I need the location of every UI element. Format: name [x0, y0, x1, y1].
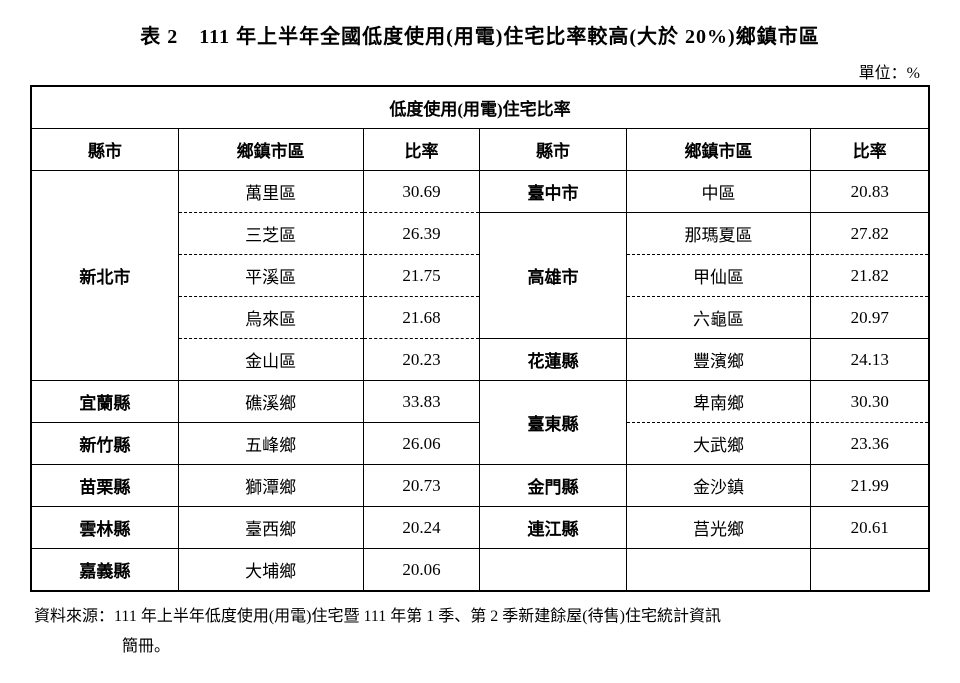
county-yunlin: 雲林縣 — [31, 507, 178, 549]
source-line: 資料來源：111 年上半年低度使用(用電)住宅暨 111 年第 1 季、第 2 … — [34, 602, 930, 632]
table-cell: 20.06 — [363, 549, 480, 592]
col-rate-left: 比率 — [363, 129, 480, 171]
table-cell: 莒光鄉 — [626, 507, 811, 549]
table-cell: 21.99 — [811, 465, 929, 507]
table-cell: 金沙鎮 — [626, 465, 811, 507]
county-hualien: 花蓮縣 — [480, 339, 626, 381]
table-cell: 大武鄉 — [626, 423, 811, 465]
empty-cell — [626, 549, 811, 592]
table-cell: 30.30 — [811, 381, 929, 423]
col-county-right: 縣市 — [480, 129, 626, 171]
table-cell: 三芝區 — [178, 213, 363, 255]
table-cell: 26.39 — [363, 213, 480, 255]
county-newtaipei: 新北市 — [31, 171, 178, 381]
table-cell: 大埔鄉 — [178, 549, 363, 592]
data-table: 低度使用(用電)住宅比率 縣市 鄉鎮市區 比率 縣市 鄉鎮市區 比率 新北市 萬… — [30, 85, 930, 592]
table-cell: 臺西鄉 — [178, 507, 363, 549]
col-town-right: 鄉鎮市區 — [626, 129, 811, 171]
county-chiayi: 嘉義縣 — [31, 549, 178, 592]
source-line: 簡冊。 — [34, 632, 930, 662]
table-cell: 中區 — [626, 171, 811, 213]
table-cell: 20.97 — [811, 297, 929, 339]
table-cell: 23.36 — [811, 423, 929, 465]
county-kaohsiung: 高雄市 — [480, 213, 626, 339]
table-title: 表 2 111 年上半年全國低度使用(用電)住宅比率較高(大於 20%)鄉鎮市區 — [30, 20, 930, 49]
col-town-left: 鄉鎮市區 — [178, 129, 363, 171]
table-cell: 萬里區 — [178, 171, 363, 213]
col-county-left: 縣市 — [31, 129, 178, 171]
table-cell: 33.83 — [363, 381, 480, 423]
table-cell: 烏來區 — [178, 297, 363, 339]
table-cell: 26.06 — [363, 423, 480, 465]
table-cell: 甲仙區 — [626, 255, 811, 297]
table-cell: 27.82 — [811, 213, 929, 255]
table-cell: 20.23 — [363, 339, 480, 381]
table-cell: 礁溪鄉 — [178, 381, 363, 423]
table-cell: 平溪區 — [178, 255, 363, 297]
table-cell: 20.24 — [363, 507, 480, 549]
table-cell: 24.13 — [811, 339, 929, 381]
table-cell: 豐濱鄉 — [626, 339, 811, 381]
table-cell: 六龜區 — [626, 297, 811, 339]
county-miaoli: 苗栗縣 — [31, 465, 178, 507]
empty-cell — [811, 549, 929, 592]
county-yilan: 宜蘭縣 — [31, 381, 178, 423]
table-cell: 20.83 — [811, 171, 929, 213]
county-hsinchu: 新竹縣 — [31, 423, 178, 465]
county-lienchiang: 連江縣 — [480, 507, 626, 549]
county-kinmen: 金門縣 — [480, 465, 626, 507]
table-cell: 那瑪夏區 — [626, 213, 811, 255]
county-taichung: 臺中市 — [480, 171, 626, 213]
table-cell: 30.69 — [363, 171, 480, 213]
source-note: 資料來源：111 年上半年低度使用(用電)住宅暨 111 年第 1 季、第 2 … — [30, 602, 930, 663]
table-cell: 金山區 — [178, 339, 363, 381]
table-cell: 21.75 — [363, 255, 480, 297]
table-cell: 20.61 — [811, 507, 929, 549]
table-cell: 卑南鄉 — [626, 381, 811, 423]
table-cell: 21.68 — [363, 297, 480, 339]
county-taitung: 臺東縣 — [480, 381, 626, 465]
empty-cell — [480, 549, 626, 592]
header-main: 低度使用(用電)住宅比率 — [31, 86, 929, 129]
unit-label: 單位：% — [30, 59, 930, 83]
table-cell: 20.73 — [363, 465, 480, 507]
table-cell: 獅潭鄉 — [178, 465, 363, 507]
table-cell: 21.82 — [811, 255, 929, 297]
col-rate-right: 比率 — [811, 129, 929, 171]
table-cell: 五峰鄉 — [178, 423, 363, 465]
